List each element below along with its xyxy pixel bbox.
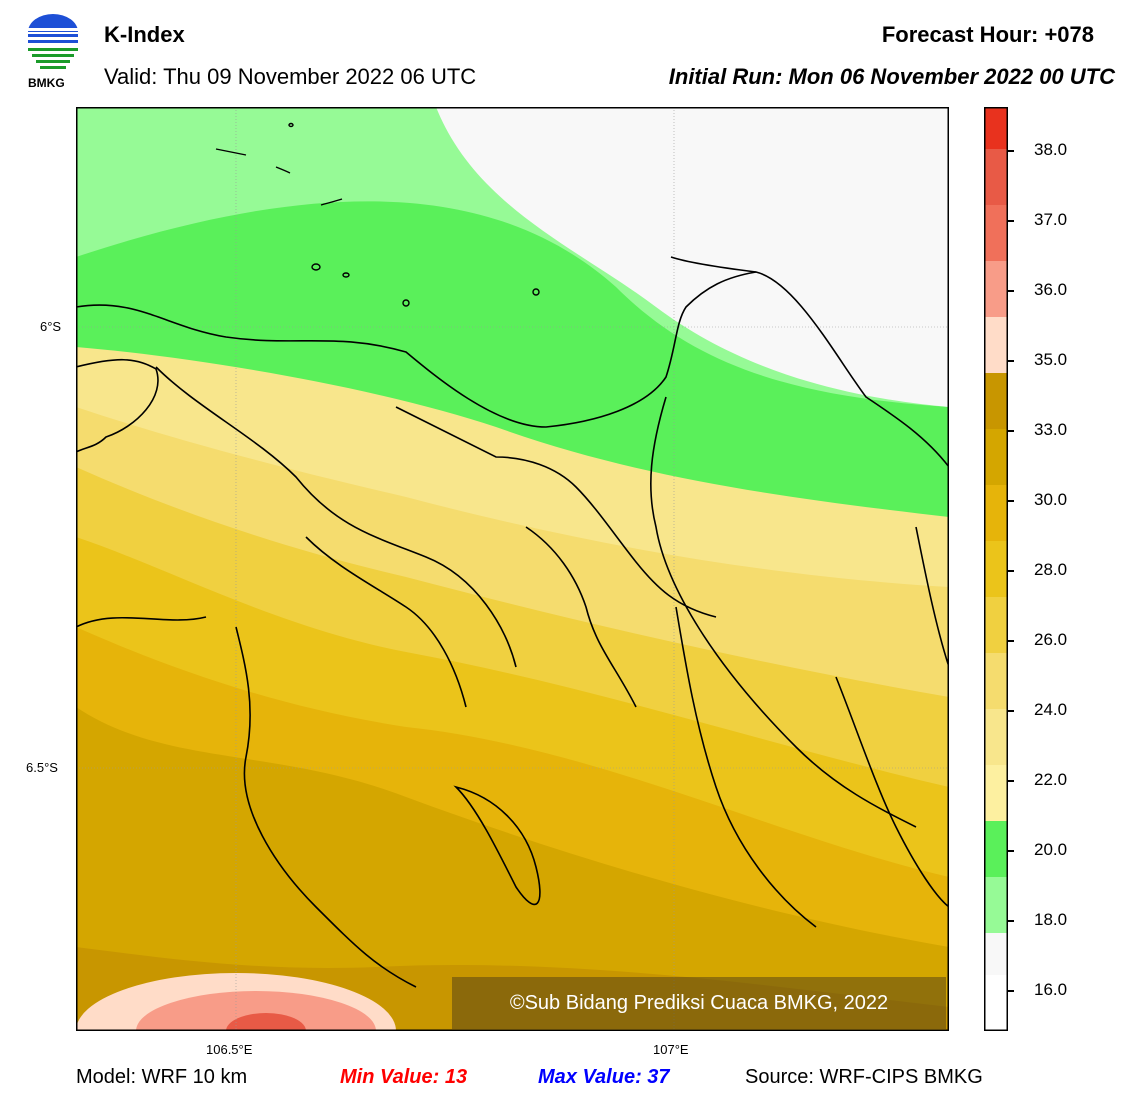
colorbar-swatch <box>984 597 1008 653</box>
colorbar-swatch <box>984 429 1008 485</box>
high-patch-inner <box>226 1013 306 1031</box>
colorbar-swatch <box>984 709 1008 765</box>
colorbar-tick-label: 33.0 <box>1034 420 1068 439</box>
colorbar-tick-label: 37.0 <box>1034 210 1068 229</box>
footer-model: Model: WRF 10 km <box>76 1066 248 1088</box>
colorbar-swatch <box>984 821 1008 877</box>
colorbar-tick <box>1008 780 1014 782</box>
colorbar-tick <box>1008 150 1014 152</box>
initial-run: Initial Run: Mon 06 November 2022 00 UTC <box>668 64 1115 89</box>
copyright-box: ©Sub Bidang Prediksi Cuaca BMKG, 2022 <box>452 977 946 1030</box>
colorbar-tick <box>1008 640 1014 642</box>
gridlines <box>76 107 949 1031</box>
colorbar-tick <box>1008 570 1014 572</box>
colorbar-tick <box>1008 220 1014 222</box>
valid-time: Valid: Thu 09 November 2022 06 UTC <box>104 64 477 89</box>
colorbar-tick-label: 26.0 <box>1034 630 1068 649</box>
colorbar-frame <box>984 107 1008 1031</box>
coastlines <box>76 256 949 988</box>
footer-source: Source: WRF-CIPS BMKG <box>745 1066 983 1088</box>
colorbar-tick <box>1008 290 1014 292</box>
colorbar-swatch <box>984 317 1008 373</box>
colorbar-tick-label: 35.0 <box>1034 350 1068 369</box>
footer-max-value: Max Value: 37 <box>538 1066 670 1088</box>
colorbar-tick-label: 22.0 <box>1034 770 1068 789</box>
colorbar-swatch <box>984 261 1008 317</box>
logo-text: BMKG <box>28 76 65 90</box>
lon-label-106-5e: 106.5°E <box>206 1042 253 1057</box>
colorbar-tick <box>1008 430 1014 432</box>
colorbar-swatch <box>984 149 1008 205</box>
lon-label-107e: 107°E <box>653 1042 689 1057</box>
islands <box>215 122 540 307</box>
colorbar-tick-label: 16.0 <box>1034 980 1068 999</box>
colorbar-swatch <box>984 373 1008 429</box>
colorbar-tick <box>1008 710 1014 712</box>
colorbar-tick-label: 24.0 <box>1034 700 1068 719</box>
colorbar-tick-label: 36.0 <box>1034 280 1068 299</box>
colorbar-tick-label: 20.0 <box>1034 840 1068 859</box>
colorbar-tick <box>1008 920 1014 922</box>
colorbar-tick <box>1008 360 1014 362</box>
colorbar-swatch <box>984 765 1008 821</box>
colorbar <box>984 107 1008 1031</box>
colorbar-swatch <box>984 877 1008 933</box>
forecast-hour: Forecast Hour: +078 <box>881 22 1094 47</box>
bmkg-logo: BMKG <box>20 12 86 92</box>
colorbar-tick-label: 30.0 <box>1034 490 1068 509</box>
colorbar-tick <box>1008 850 1014 852</box>
colorbar-swatch <box>984 541 1008 597</box>
lat-label-6s: 6°S <box>40 319 62 334</box>
colorbar-tick <box>1008 500 1014 502</box>
colorbar-swatch <box>984 485 1008 541</box>
high-patch-mid <box>136 991 376 1031</box>
map-frame <box>76 107 949 1031</box>
colorbar-tick <box>1008 990 1014 992</box>
colorbar-swatch <box>984 107 1008 149</box>
footer-min-value: Min Value: 13 <box>340 1066 468 1088</box>
k-index-map: ©Sub Bidang Prediksi Cuaca BMKG, 2022 <box>76 107 949 1031</box>
map-title: K-Index <box>104 22 185 47</box>
colorbar-tick-label: 38.0 <box>1034 140 1068 159</box>
colorbar-tick-label: 28.0 <box>1034 560 1068 579</box>
colorbar-tick-label: 18.0 <box>1034 910 1068 929</box>
colorbar-swatch <box>984 205 1008 261</box>
colorbar-swatch <box>984 653 1008 709</box>
lat-label-6-5s: 6.5°S <box>26 760 58 775</box>
colorbar-swatch <box>984 933 1008 975</box>
